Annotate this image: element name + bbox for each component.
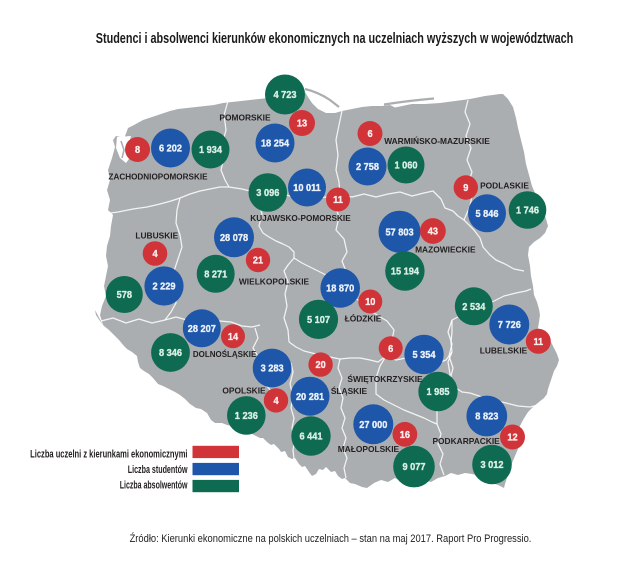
svg-text:5 354: 5 354 bbox=[413, 350, 437, 361]
svg-text:Źródło: Kierunki ekonomiczne n: Źródło: Kierunki ekonomiczne na polskich… bbox=[130, 531, 532, 545]
svg-text:1 985: 1 985 bbox=[427, 387, 451, 398]
svg-text:WIELKOPOLSKIE: WIELKOPOLSKIE bbox=[239, 277, 310, 287]
svg-text:1 060: 1 060 bbox=[395, 160, 418, 171]
svg-text:14: 14 bbox=[228, 332, 239, 343]
svg-text:21: 21 bbox=[253, 255, 264, 266]
svg-text:5 846: 5 846 bbox=[476, 209, 499, 220]
svg-text:4: 4 bbox=[152, 249, 158, 260]
svg-text:10: 10 bbox=[365, 297, 375, 308]
svg-text:Liczba absolwentów: Liczba absolwentów bbox=[120, 478, 188, 491]
svg-text:ŚWIĘTOKRZYSKIE: ŚWIĘTOKRZYSKIE bbox=[347, 373, 423, 384]
svg-text:2 758: 2 758 bbox=[356, 162, 380, 173]
svg-text:20: 20 bbox=[315, 360, 325, 371]
svg-text:6 441: 6 441 bbox=[300, 431, 324, 442]
svg-text:28 078: 28 078 bbox=[220, 233, 249, 244]
svg-text:PODKARPACKIE: PODKARPACKIE bbox=[432, 436, 500, 446]
svg-text:POMORSKIE: POMORSKIE bbox=[219, 113, 271, 123]
svg-text:ŁÓDZKIE: ŁÓDZKIE bbox=[345, 313, 382, 324]
svg-text:16: 16 bbox=[400, 430, 410, 441]
svg-text:18 254: 18 254 bbox=[261, 138, 290, 149]
svg-text:15 194: 15 194 bbox=[391, 266, 420, 277]
svg-text:1 746: 1 746 bbox=[516, 205, 539, 216]
svg-text:1 934: 1 934 bbox=[199, 145, 223, 156]
svg-text:6: 6 bbox=[388, 343, 393, 354]
svg-text:9: 9 bbox=[463, 183, 468, 194]
svg-text:3 096: 3 096 bbox=[256, 188, 279, 199]
svg-text:LUBUSKIE: LUBUSKIE bbox=[135, 231, 178, 241]
svg-text:3 012: 3 012 bbox=[481, 460, 504, 471]
svg-text:ŚLĄSKIE: ŚLĄSKIE bbox=[331, 385, 368, 396]
svg-text:6: 6 bbox=[367, 129, 372, 140]
svg-text:57 803: 57 803 bbox=[385, 227, 413, 238]
svg-text:Liczba studentów: Liczba studentów bbox=[128, 463, 188, 476]
svg-text:2 534: 2 534 bbox=[462, 302, 486, 313]
svg-text:LUBELSKIE: LUBELSKIE bbox=[480, 345, 528, 355]
svg-text:43: 43 bbox=[428, 226, 438, 237]
svg-text:7 726: 7 726 bbox=[498, 320, 521, 331]
svg-text:KUJAWSKO-POMORSKIE: KUJAWSKO-POMORSKIE bbox=[250, 213, 351, 223]
svg-text:12: 12 bbox=[507, 432, 517, 443]
svg-text:Liczba uczelni z kierunkami ek: Liczba uczelni z kierunkami ekonomicznym… bbox=[30, 448, 187, 461]
svg-text:11: 11 bbox=[333, 195, 343, 206]
svg-text:OPOLSKIE: OPOLSKIE bbox=[222, 385, 266, 395]
svg-text:2 229: 2 229 bbox=[153, 281, 176, 292]
svg-text:MAZOWIECKIE: MAZOWIECKIE bbox=[415, 245, 476, 255]
svg-text:8 823: 8 823 bbox=[475, 411, 498, 422]
svg-text:9 077: 9 077 bbox=[403, 462, 426, 473]
svg-text:8: 8 bbox=[135, 145, 141, 156]
svg-text:3 283: 3 283 bbox=[261, 363, 284, 374]
svg-text:PODLASKIE: PODLASKIE bbox=[480, 181, 529, 191]
svg-text:20 281: 20 281 bbox=[296, 391, 325, 402]
svg-text:MAŁOPOLSKIE: MAŁOPOLSKIE bbox=[338, 444, 400, 454]
svg-text:18 870: 18 870 bbox=[326, 283, 354, 294]
svg-text:Studenci i absolwenci kierunkó: Studenci i absolwenci kierunków ekonomic… bbox=[96, 29, 574, 46]
svg-text:27 000: 27 000 bbox=[359, 420, 387, 431]
svg-text:8 346: 8 346 bbox=[159, 348, 182, 359]
svg-text:5 107: 5 107 bbox=[307, 315, 330, 326]
svg-text:578: 578 bbox=[117, 290, 133, 301]
svg-text:4: 4 bbox=[273, 396, 279, 407]
svg-text:8 271: 8 271 bbox=[204, 269, 228, 280]
svg-text:1 236: 1 236 bbox=[235, 411, 258, 422]
svg-text:DOLNOŚLĄSKIE: DOLNOŚLĄSKIE bbox=[193, 348, 257, 359]
svg-text:ZACHODNIOPOMORSKIE: ZACHODNIOPOMORSKIE bbox=[108, 172, 208, 181]
svg-text:10 011: 10 011 bbox=[293, 183, 321, 194]
svg-text:11: 11 bbox=[533, 337, 543, 348]
svg-text:28 207: 28 207 bbox=[188, 324, 216, 335]
svg-text:13: 13 bbox=[297, 118, 307, 129]
svg-text:6 202: 6 202 bbox=[159, 143, 182, 154]
svg-text:WARMIŃSKO-MAZURSKIE: WARMIŃSKO-MAZURSKIE bbox=[384, 135, 490, 146]
svg-text:4 723: 4 723 bbox=[274, 90, 297, 101]
